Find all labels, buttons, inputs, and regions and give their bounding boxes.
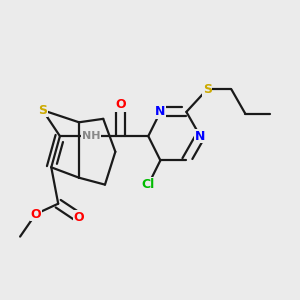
Text: O: O xyxy=(74,211,84,224)
Text: O: O xyxy=(30,208,41,220)
Text: S: S xyxy=(38,104,47,117)
Text: Cl: Cl xyxy=(142,178,155,191)
Text: O: O xyxy=(115,98,126,112)
Text: N: N xyxy=(195,130,206,142)
Text: NH: NH xyxy=(82,131,100,141)
Text: N: N xyxy=(155,105,166,119)
Text: S: S xyxy=(203,83,212,96)
